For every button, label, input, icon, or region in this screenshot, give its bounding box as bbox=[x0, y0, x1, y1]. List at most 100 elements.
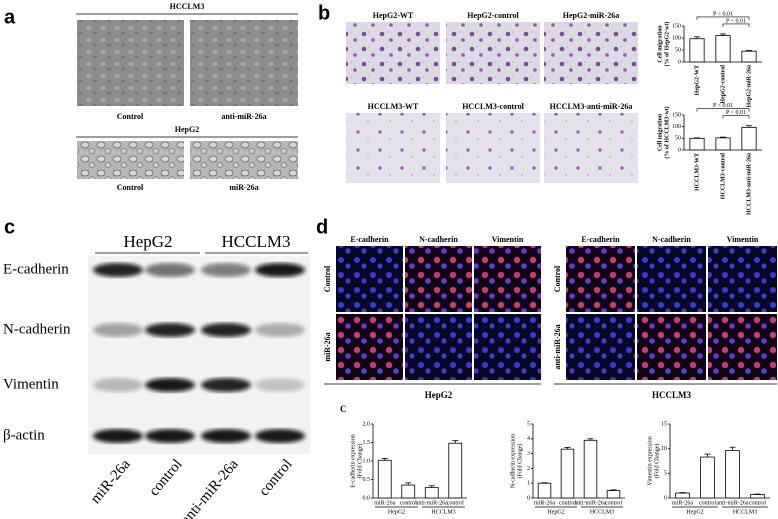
group-title: HepG2 bbox=[123, 232, 172, 251]
group-title: HepG2 bbox=[425, 390, 453, 400]
y-tick-label: 50 bbox=[675, 47, 681, 53]
fluorescence-image bbox=[637, 314, 706, 380]
image-label: miR-26a bbox=[229, 183, 258, 192]
protein-label: Vimentin bbox=[3, 376, 59, 392]
micrograph bbox=[77, 141, 184, 179]
bar bbox=[689, 38, 705, 63]
panel-label: d bbox=[316, 216, 328, 238]
group-title: HCCLM3 bbox=[652, 390, 691, 400]
fluorescence-image bbox=[708, 246, 777, 312]
group-label: HCCLM3 bbox=[431, 509, 455, 515]
bar bbox=[715, 35, 731, 63]
x-tick-label: control bbox=[447, 500, 464, 506]
bracket bbox=[722, 115, 750, 119]
x-tick-label: miR-26a bbox=[534, 500, 555, 506]
column-label: N-cadherin bbox=[652, 235, 691, 244]
blot-band bbox=[93, 378, 143, 392]
image-label: HCCLM3-control bbox=[462, 102, 524, 111]
blot-band bbox=[255, 429, 305, 443]
fluorescence-image bbox=[566, 246, 635, 312]
bar bbox=[689, 137, 705, 151]
micrograph bbox=[77, 20, 184, 106]
image-label: Control bbox=[117, 112, 144, 121]
blot-band bbox=[145, 378, 195, 392]
micrograph bbox=[544, 22, 638, 84]
protein-label: N-cadherin bbox=[3, 321, 71, 337]
x-tick-label: HCCLM3-anti-miR-26a bbox=[746, 153, 752, 215]
y-tick-label: 15 bbox=[661, 421, 667, 427]
micrograph bbox=[190, 141, 298, 179]
micrograph bbox=[544, 113, 638, 183]
protein-label: β-actin bbox=[3, 427, 45, 443]
y-tick-label: 100 bbox=[672, 35, 681, 41]
x-tick-label: anti-miR-26a bbox=[416, 500, 448, 506]
y-axis-label: (% of HCCLM3-wt) bbox=[663, 106, 670, 158]
group-label: HCCLM3 bbox=[590, 509, 614, 515]
y-axis-label: (Fold Change) bbox=[516, 444, 523, 479]
blot-band bbox=[93, 323, 143, 337]
bar bbox=[725, 450, 740, 499]
blot-band bbox=[201, 378, 251, 392]
annotation: P < 0.01 bbox=[726, 110, 746, 116]
y-tick-label: 50 bbox=[675, 136, 681, 142]
x-tick-label: anti-miR-26a bbox=[575, 500, 607, 506]
y-tick-label: 1 bbox=[527, 481, 530, 487]
sub-label: C bbox=[340, 404, 347, 414]
y-axis-label: Vimentin expression bbox=[647, 436, 653, 485]
bar bbox=[537, 482, 552, 499]
y-axis-label: Cell migration bbox=[657, 25, 663, 63]
x-tick-label: HepG2-miR-26a bbox=[746, 65, 752, 107]
bracket bbox=[722, 23, 750, 27]
y-tick-label: 0 bbox=[664, 495, 667, 501]
x-tick-label: control bbox=[749, 500, 766, 506]
bar bbox=[741, 50, 757, 63]
fluorescence-image bbox=[405, 314, 472, 380]
lane-label: anti-miR-26a bbox=[178, 456, 242, 519]
panel-label: a bbox=[4, 6, 16, 28]
image-label: HepG2-WT bbox=[373, 11, 414, 20]
y-axis-label: (Fold Change) bbox=[356, 444, 363, 479]
micrograph bbox=[446, 113, 540, 183]
x-tick-label: control bbox=[605, 500, 622, 506]
y-tick-label: 1.5 bbox=[363, 440, 371, 446]
micrograph bbox=[190, 20, 298, 106]
column-label: E-cadherin bbox=[350, 235, 389, 244]
row-label: Control bbox=[323, 265, 332, 292]
fluorescence-image bbox=[474, 246, 541, 312]
image-label: anti-miR-26a bbox=[221, 112, 266, 121]
blot-background bbox=[88, 256, 310, 454]
y-axis-label: (% of HepG2-wt) bbox=[663, 22, 670, 67]
column-label: E-cadherin bbox=[581, 235, 620, 244]
y-tick-label: 2 bbox=[527, 466, 530, 472]
bar bbox=[741, 126, 757, 151]
y-tick-label: 150 bbox=[672, 112, 681, 118]
x-tick-label: miR-26a bbox=[672, 500, 693, 506]
blot-band bbox=[93, 429, 143, 443]
y-tick-label: 0 bbox=[678, 147, 681, 153]
x-tick-label: control bbox=[559, 500, 576, 506]
bar bbox=[583, 439, 598, 499]
blot-band bbox=[93, 263, 143, 277]
y-axis-label: (Fold Change) bbox=[653, 444, 660, 479]
group-label: HepG2 bbox=[547, 509, 564, 515]
bar bbox=[675, 492, 690, 499]
row-label: miR-26a bbox=[323, 332, 332, 361]
group-title: HepG2 bbox=[175, 125, 199, 134]
y-axis-label: E-cadherin expression bbox=[350, 434, 356, 487]
x-tick-label: control bbox=[400, 500, 417, 506]
y-tick-label: 0 bbox=[527, 495, 530, 501]
y-tick-label: 1.0 bbox=[363, 458, 371, 464]
fluorescence-image bbox=[637, 246, 706, 312]
bar bbox=[560, 448, 575, 499]
column-label: Vimentin bbox=[492, 235, 524, 244]
y-tick-label: 100 bbox=[672, 124, 681, 130]
lane-label: miR-26a bbox=[88, 456, 134, 507]
y-tick-label: 5 bbox=[664, 471, 667, 477]
lane-label: control bbox=[256, 456, 296, 499]
group-label: HepG2 bbox=[388, 509, 405, 515]
column-label: N-cadherin bbox=[419, 235, 458, 244]
bracket bbox=[696, 108, 750, 112]
panel-label: b bbox=[318, 2, 330, 24]
bar bbox=[401, 484, 416, 499]
